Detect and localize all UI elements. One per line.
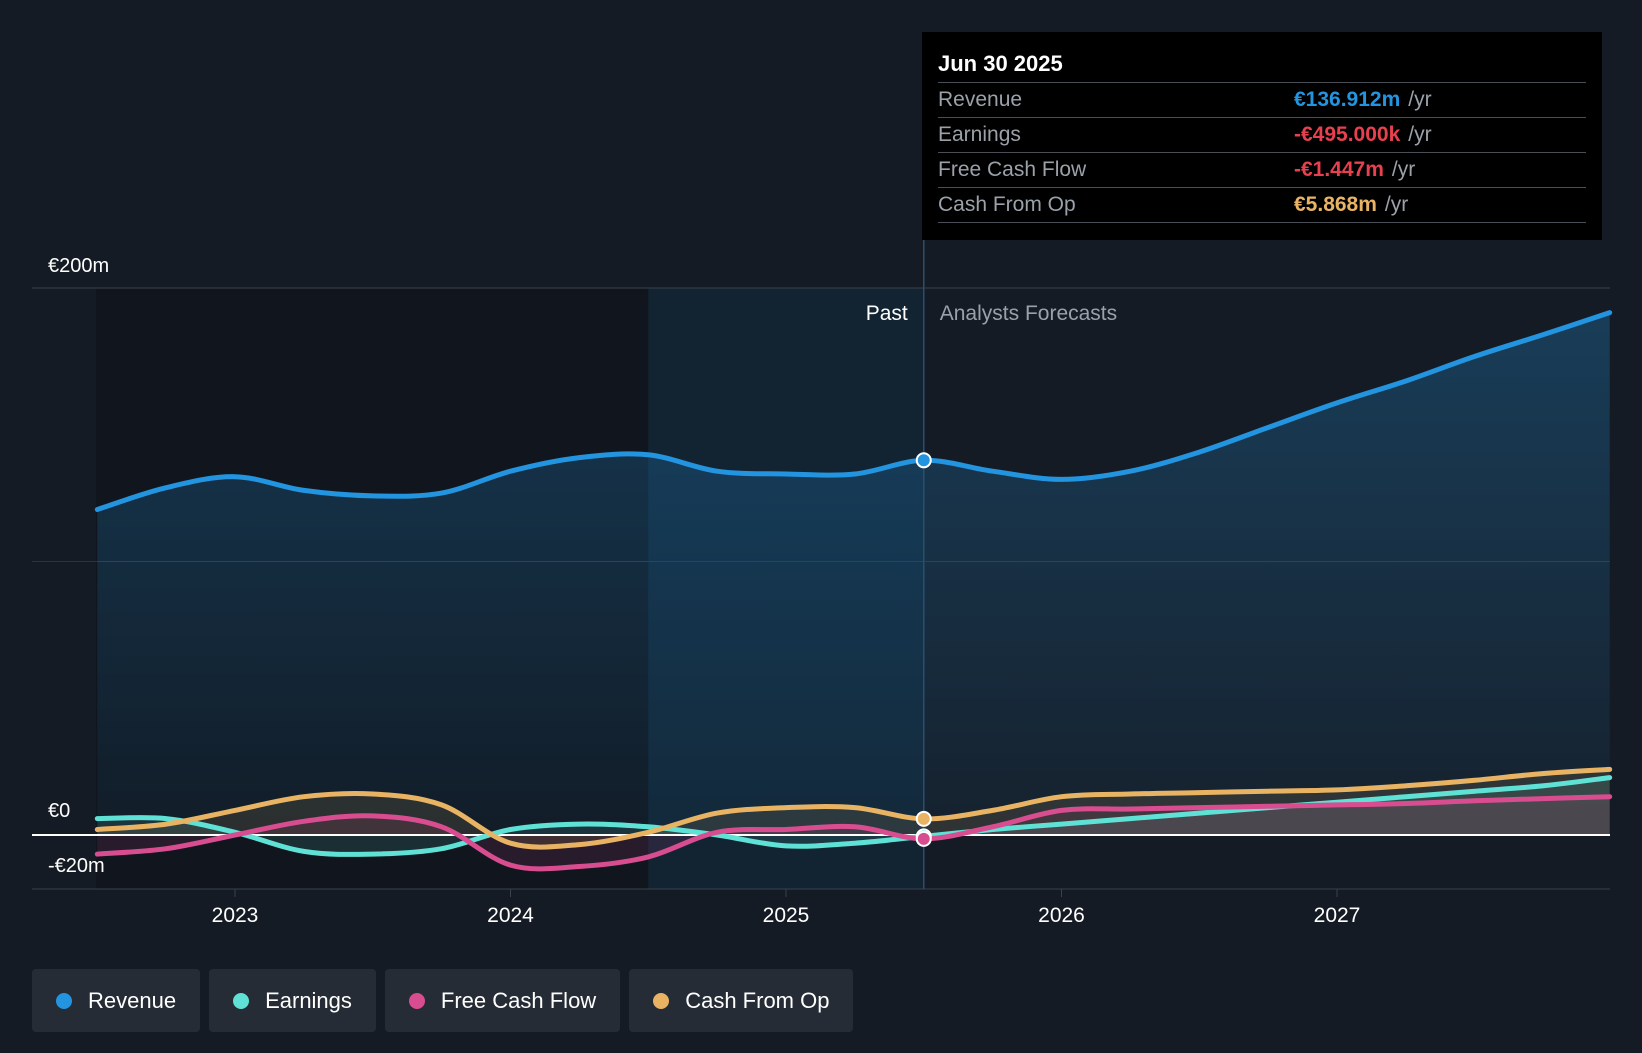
tooltip-unit: /yr [1408, 88, 1432, 111]
legend-item-free-cash-flow[interactable]: Free Cash Flow [384, 969, 621, 1032]
line-earnings [94, 775, 1613, 857]
line-fcf [94, 794, 1613, 872]
legend: Revenue Earnings Free Cash Flow Cash Fro… [32, 969, 854, 1032]
tooltip-date: Jun 30 2025 [938, 51, 1063, 76]
y-label-zero: €0 [48, 800, 70, 822]
tooltip: Jun 30 2025 Revenue €136.912m /yr Earnin… [922, 32, 1602, 240]
tooltip-label: Cash From Op [938, 193, 1076, 216]
legend-label: Cash From Op [685, 987, 830, 1013]
tooltip-value: €5.868m [1294, 193, 1377, 216]
x-tick-label: 2023 [212, 904, 259, 927]
hover-markers [915, 452, 932, 847]
tooltip-unit: /yr [1391, 158, 1416, 181]
legend-item-revenue[interactable]: Revenue [32, 969, 201, 1032]
cash-from-op-dot-icon [653, 992, 670, 1009]
legend-item-cash-from-op[interactable]: Cash From Op [629, 969, 854, 1032]
tooltip-label: Free Cash Flow [938, 158, 1087, 181]
marker-revenue [915, 452, 932, 469]
tooltip-label: Earnings [938, 123, 1021, 146]
free-cash-flow-dot-icon [408, 992, 425, 1009]
tooltip-row-cash-from-op: Cash From Op €5.868m /yr [938, 187, 1586, 223]
y-label-top: €200m [48, 255, 109, 277]
x-tick-label: 2025 [763, 904, 810, 927]
line-revenue [94, 310, 1613, 512]
line-cfo [94, 766, 1613, 850]
tooltip-row-revenue: Revenue €136.912m /yr [938, 82, 1586, 117]
tooltip-unit: /yr [1384, 193, 1409, 216]
x-tick-label: 2027 [1314, 904, 1361, 927]
x-tick-label: 2024 [487, 904, 534, 927]
marker-cfo [915, 810, 932, 827]
tooltip-label: Revenue [938, 88, 1023, 111]
marker-fcf [915, 830, 932, 847]
series-lines [94, 310, 1613, 872]
legend-label: Earnings [265, 987, 352, 1013]
tooltip-value: -€495.000k [1294, 123, 1401, 146]
tooltip-value: -€1.447m [1294, 158, 1384, 181]
tooltip-unit: /yr [1408, 123, 1432, 146]
past-label: Past [866, 302, 908, 325]
legend-label: Free Cash Flow [440, 987, 597, 1013]
x-tick-label: 2026 [1038, 904, 1085, 927]
tooltip-value: €136.912m [1294, 88, 1401, 111]
legend-label: Revenue [88, 987, 177, 1013]
legend-item-earnings[interactable]: Earnings [209, 969, 376, 1032]
forecast-label: Analysts Forecasts [940, 302, 1117, 325]
y-label-bottom: -€20m [48, 855, 105, 877]
revenue-dot-icon [56, 992, 72, 1009]
area-fcf [97, 796, 1610, 869]
tooltip-row-free-cash-flow: Free Cash Flow -€1.447m /yr [938, 152, 1586, 187]
tooltip-row-earnings: Earnings -€495.000k /yr [938, 117, 1586, 152]
earnings-dot-icon [233, 992, 250, 1009]
x-axis-ticks: 2023 2024 2025 2026 2027 [212, 889, 1361, 927]
